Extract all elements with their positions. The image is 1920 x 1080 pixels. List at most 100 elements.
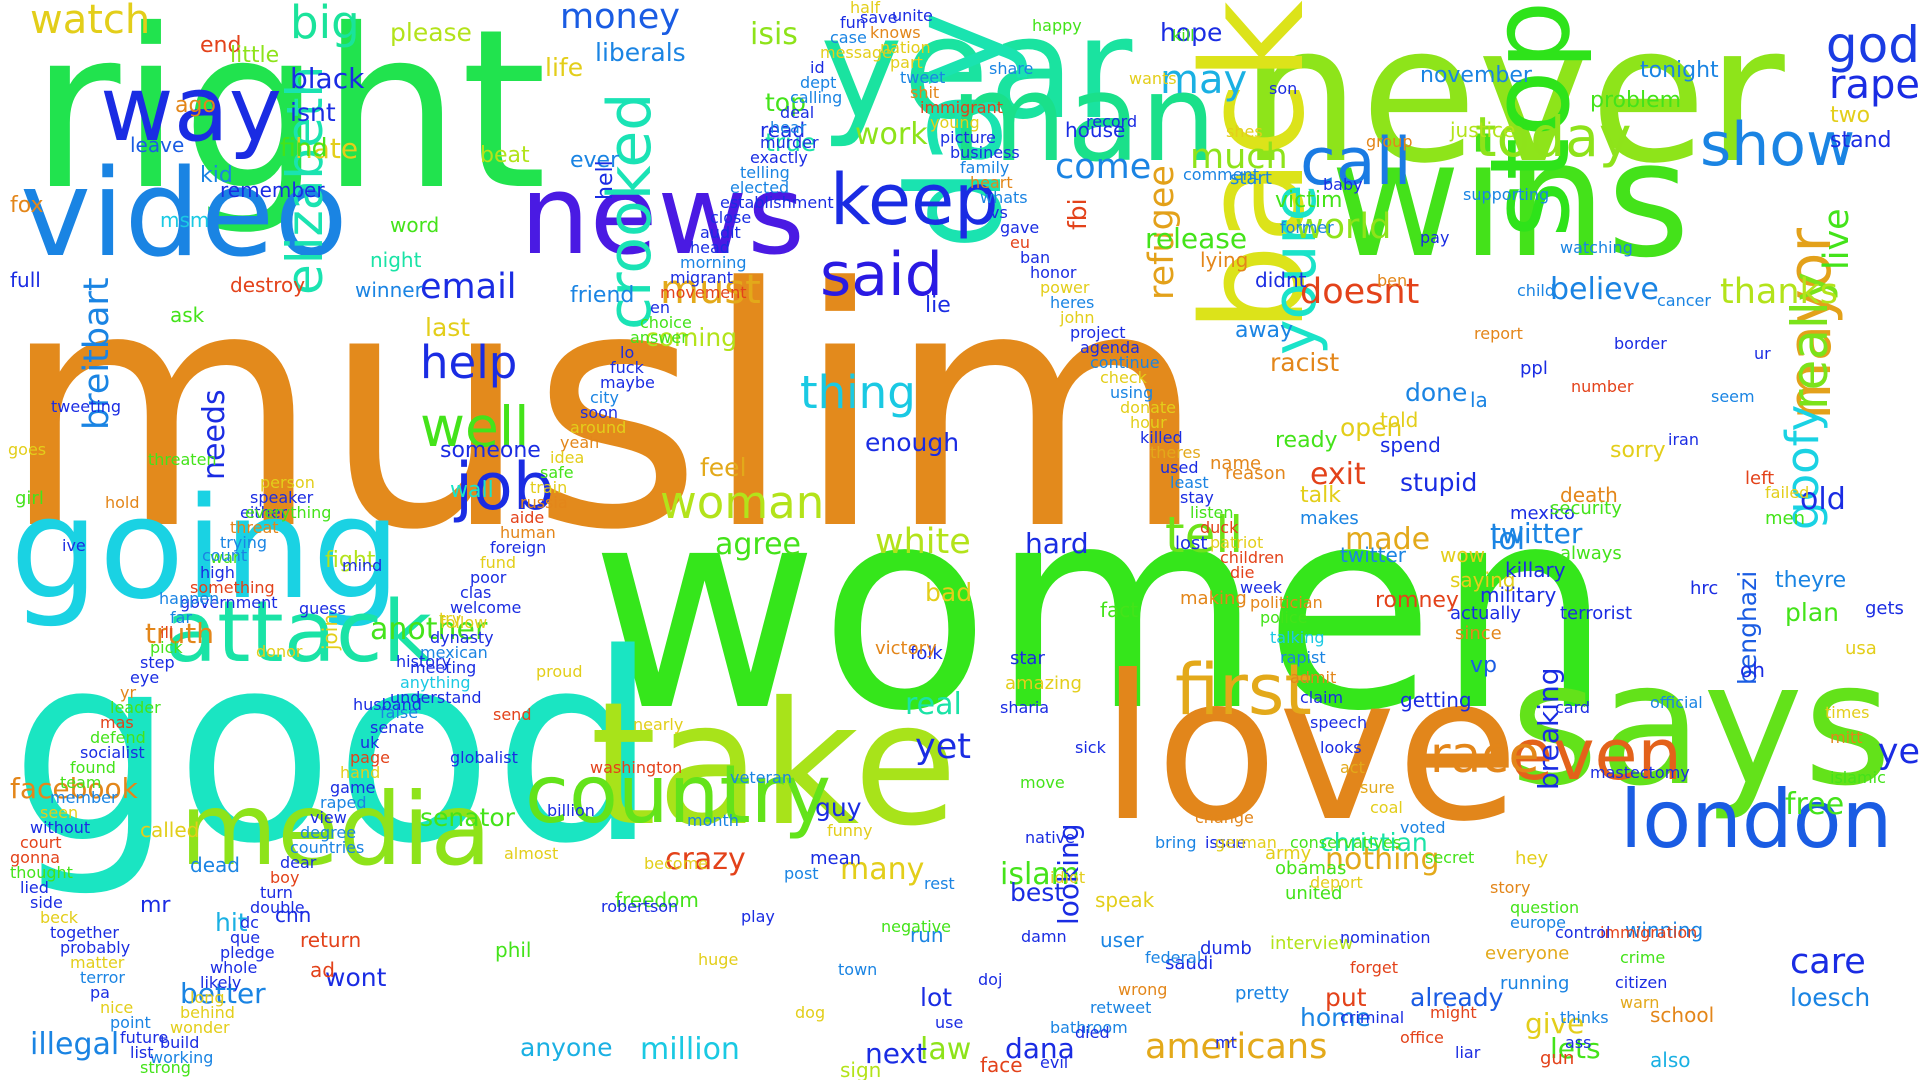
word-ban: ban [1020,248,1051,267]
word-true: true [765,128,817,157]
word-find: find [280,133,328,162]
word-record: record [1086,112,1138,131]
word-ever: ever [570,148,620,173]
word-show: show [1700,110,1856,180]
word-ur: ur [1754,344,1771,363]
word-facebook: facebook [10,772,138,805]
word-work: work [855,117,928,152]
word-claim: claim [1300,688,1344,707]
word-told: told [1380,408,1419,432]
word-truth: truth [145,617,214,650]
word-hate: hate [295,132,359,165]
word-star: star [1010,648,1045,669]
word-message: message [820,43,892,62]
word-islam: islam [1000,857,1080,892]
word-police: police [1260,608,1308,627]
word-hit: hit [215,908,248,937]
word-yet: yet [915,727,971,767]
word-children: children [1220,548,1285,567]
word-family: family [960,158,1010,177]
word-doj: doj [978,970,1003,989]
word-security: security [1550,498,1622,519]
word-year: year [820,0,1133,151]
word-negative: negative [881,917,951,936]
word-job: job [455,450,555,525]
word-choice: choice [640,313,692,332]
word-tweet: tweet [900,68,946,87]
word-nomination: nomination [1340,928,1431,947]
word-killed: killed [1140,428,1183,447]
word-said: said [820,240,943,310]
word-working: working [150,1048,214,1067]
word-shes: shes [1226,122,1263,141]
word-far: far [170,608,193,627]
word-kill: kill [1172,26,1195,45]
word-dog: dog [795,1003,826,1022]
word-fbi: fbi [1063,198,1092,230]
word-away: away [1235,318,1293,343]
word-always: always [1560,543,1622,564]
word-spend: spend [1380,433,1441,457]
word-cancer: cancer [1657,291,1711,310]
word-movement: movement [660,283,747,302]
word-ready: ready [1275,428,1338,453]
word-morning: morning [680,253,747,272]
word-please: please [390,18,472,47]
word-hand: hand [340,763,381,782]
word-army: army [1265,843,1312,864]
word-part: part [890,53,923,72]
word-keep: keep [830,159,999,241]
word-robertson: robertson [601,897,679,916]
word-picture: picture [940,128,996,147]
word-might: might [1430,1003,1477,1022]
word-hope: hope [1160,18,1223,47]
word-real: real [905,687,962,722]
word-feel: feel [700,453,747,482]
word-free: free [1785,787,1845,822]
word-behind: behind [180,1003,235,1022]
word-john: john [1060,308,1095,327]
word-usa: usa [1845,638,1877,659]
word-thanks: thanks [1720,272,1839,312]
word-son: son [1269,79,1298,98]
word-anything: anything [400,673,471,692]
word-times: times [1825,703,1870,722]
word-law: law [920,1032,972,1067]
word-night: night [370,248,422,272]
word-going: going [10,468,402,631]
word-build: build [160,1033,200,1052]
word-give: give [1525,1007,1585,1040]
word-pa: pa [90,983,110,1002]
word-patriot: patriot [1210,533,1264,552]
word-murder: murder [760,133,819,152]
word-half: half [850,0,881,17]
word-obamas: obamas [1275,858,1347,879]
word-didnt: didnt [1255,268,1307,292]
word-care: care [1790,942,1866,982]
word-talking: talking [1270,628,1325,647]
word-conservatives: conservatives [1290,833,1402,852]
word-yr: yr [120,683,137,702]
word-enough: enough [865,428,960,457]
word-problem: problem [1590,88,1682,113]
word-isnt: isnt [290,98,336,127]
word-mastectomy: mastectomy [1590,763,1690,782]
word-something: something [190,578,275,597]
word-much: much [1190,137,1288,177]
word-kid: kid [200,163,233,188]
word-winning: winning [1625,918,1704,942]
word-idiot: idiot [1050,868,1086,887]
word-city: city [590,388,619,407]
word-seen: seen [40,803,79,822]
word-senate: senate [370,718,425,737]
word-federal: federal [1145,948,1202,967]
word-failed: failed [1765,483,1810,502]
word-run: run [910,923,944,947]
word-saying: saying [1450,568,1516,592]
word-former: former [1280,218,1334,237]
word-terrorist: terrorist [1560,603,1633,624]
word-last: last [425,313,471,342]
word-makes: makes [1300,508,1359,529]
word-baby: baby [1323,175,1363,194]
word-maybe: maybe [600,373,655,392]
